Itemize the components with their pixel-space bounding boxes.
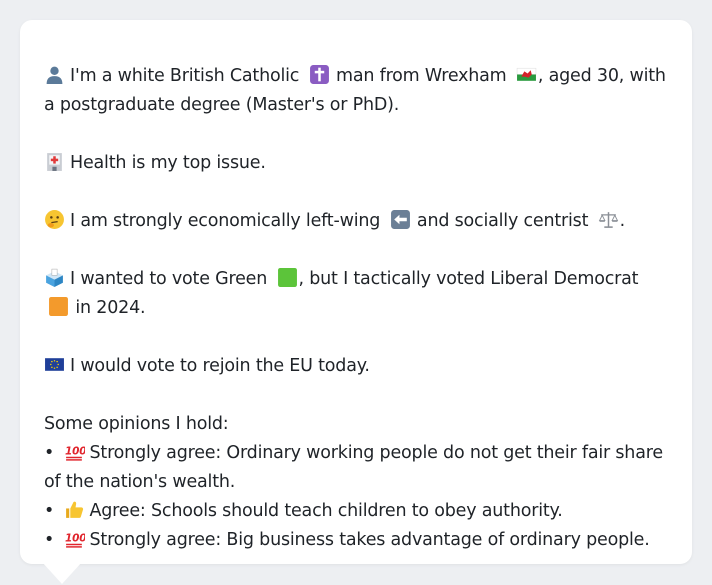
bullet: •: [44, 501, 55, 521]
health-paragraph: Health is my top issue.: [44, 149, 668, 178]
ideology-paragraph: I am strongly economically left-wing and…: [44, 207, 668, 236]
balance-scale-icon: [598, 212, 618, 228]
wales-flag-icon: [516, 67, 537, 81]
eu-paragraph: I would vote to rejoin the EU today.: [44, 352, 668, 381]
ideology-text-3: .: [619, 211, 626, 231]
left-arrow-icon: [390, 210, 410, 229]
vote-paragraph: I wanted to vote Green , but I tacticall…: [44, 265, 668, 323]
speech-bubble-tail: [42, 562, 82, 584]
person-icon: [46, 66, 63, 84]
opinion-level: Strongly agree:: [89, 530, 222, 550]
hundred-points-icon: 100: [65, 533, 85, 548]
bullet: •: [44, 530, 55, 550]
opinions-heading: Some opinions I hold:: [44, 414, 229, 434]
opinion-item: • Agree: Schools should teach children t…: [44, 497, 668, 526]
svg-text:100: 100: [65, 533, 85, 545]
svg-text:100: 100: [65, 446, 85, 458]
opinion-level: Agree:: [89, 501, 146, 521]
vote-text-2: , but I tactically voted Liberal Democra…: [298, 269, 639, 289]
orange-square-icon: [49, 297, 68, 316]
eu-text: I would vote to rejoin the EU today.: [70, 356, 370, 376]
opinion-item: • 100 Strongly agree: Big business takes…: [44, 526, 668, 555]
vote-text-1: I wanted to vote Green: [70, 269, 268, 289]
thumbs-up-icon: [65, 501, 83, 518]
identity-text-1: I'm a white British Catholic: [70, 66, 300, 86]
hospital-icon: [47, 153, 62, 171]
persona-card: I'm a white British Catholic man from Wr…: [20, 20, 692, 564]
identity-text-3: , aged 30, with a postgraduate degree (M…: [44, 66, 666, 115]
vote-text-3: in 2024.: [75, 298, 146, 318]
identity-text-2: man from Wrexham: [335, 66, 507, 86]
ballot-box-icon: [46, 268, 63, 287]
opinion-text: Schools should teach children to obey au…: [151, 501, 563, 521]
bullet: •: [44, 443, 55, 463]
opinion-item: • 100 Strongly agree: Ordinary working p…: [44, 439, 668, 497]
latin-cross-icon: [309, 65, 329, 84]
opinion-text: Ordinary working people do not get their…: [44, 443, 663, 492]
opinion-level: Strongly agree:: [89, 443, 222, 463]
health-text: Health is my top issue.: [70, 153, 266, 173]
opinion-text: Big business takes advantage of ordinary…: [226, 530, 650, 550]
identity-paragraph: I'm a white British Catholic man from Wr…: [44, 62, 668, 120]
green-square-icon: [277, 268, 297, 287]
eu-flag-icon: [45, 358, 64, 371]
ideology-text-1: I am strongly economically left-wing: [70, 211, 381, 231]
ideology-text-2: and socially centrist: [416, 211, 589, 231]
thinking-face-icon: [45, 210, 64, 229]
hundred-points-icon: 100: [65, 446, 85, 461]
